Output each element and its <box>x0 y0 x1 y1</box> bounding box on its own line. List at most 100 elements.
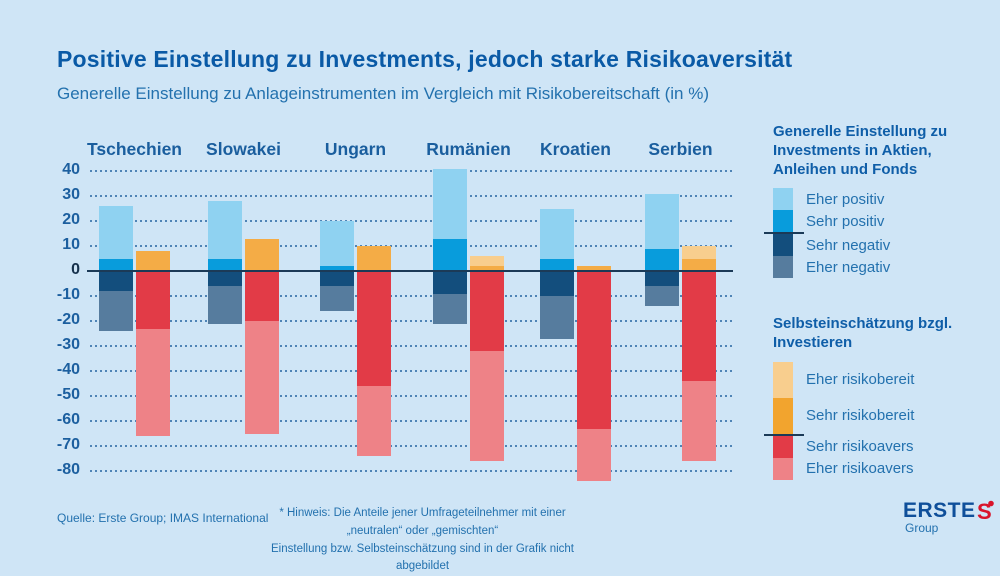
legend-item: Sehr negativ <box>773 234 947 257</box>
gridline <box>90 295 732 297</box>
legend-item-label: Sehr risikoavers <box>806 438 914 455</box>
bar-segment <box>208 201 242 259</box>
bar-segment <box>357 246 391 271</box>
bar-segment <box>208 271 242 286</box>
bar-segment <box>470 256 504 266</box>
chart-title: Positive Einstellung zu Investments, jed… <box>57 46 793 72</box>
bar-segment <box>540 258 574 271</box>
legend-item-label: Sehr negativ <box>806 236 891 254</box>
bar-segment <box>540 271 574 296</box>
legend-item-label: Sehr positiv <box>806 212 885 230</box>
gridline <box>90 320 732 322</box>
legend-item-label: Eher risikobereit <box>806 371 915 388</box>
bar-segment <box>682 246 716 259</box>
bar-segment <box>433 271 467 294</box>
bar-segment <box>320 271 354 286</box>
bar-segment <box>540 208 574 259</box>
legend-risk: Selbsteinschätzung bzgl. Investieren Ehe… <box>764 315 953 480</box>
bar-segment <box>357 386 391 456</box>
footnote-line1: * Hinweis: Die Anteile jener Umfrageteil… <box>279 507 566 537</box>
bar-segment <box>99 206 133 259</box>
y-axis-label: -50 <box>56 386 80 403</box>
bar-segment <box>136 251 170 271</box>
y-axis-label: -70 <box>56 436 80 453</box>
legend-item: Eher risikobereit <box>773 361 952 398</box>
bar-segment <box>245 321 279 434</box>
legend-zero-divider <box>764 433 804 436</box>
country-label: Serbien <box>648 139 713 159</box>
legend-swatch <box>773 397 793 434</box>
legend-items: Eher risikobereit Sehr risikobereit Sehr r… <box>764 361 952 480</box>
infographic: { "title": "Positive Einstellung zu Inve… <box>56 46 994 573</box>
bar-segment <box>99 271 133 291</box>
legend-swatch <box>773 435 793 458</box>
bar-segment <box>99 258 133 271</box>
bar-segment <box>99 291 133 331</box>
legend-item: Sehr positiv <box>773 210 947 233</box>
y-axis-label: 30 <box>62 186 80 203</box>
bar-segment <box>645 248 679 271</box>
legend-swatch <box>773 234 793 257</box>
erste-logo: ERSTE S Group <box>903 499 994 535</box>
bar-chart: 40 30 20 10 0 -10 -20 -30 -40 -50 -60 -70 -80 Tschech… <box>57 139 733 491</box>
legend-title: Generelle Einstellung zu Investments in … <box>773 123 948 178</box>
y-axis-label: 20 <box>62 211 80 228</box>
bar-segment <box>433 293 467 324</box>
legend-swatch <box>773 188 793 211</box>
y-axis-label: -40 <box>56 361 80 378</box>
bar-segment <box>645 271 679 286</box>
legend-zero-divider <box>764 232 804 235</box>
zero-line <box>87 270 733 272</box>
gridline <box>90 445 732 447</box>
y-axis-label: 40 <box>62 161 80 178</box>
gridline <box>90 420 732 422</box>
bar-segment <box>245 271 279 321</box>
y-axis-label: 10 <box>62 236 80 253</box>
gridline <box>90 370 732 372</box>
legend-swatch <box>773 457 793 480</box>
bar-segment <box>208 258 242 271</box>
bar-segment <box>577 428 611 481</box>
legend-item-label: Eher negativ <box>806 258 891 276</box>
y-axis-label: -60 <box>56 411 80 428</box>
y-axis-label: -30 <box>56 336 80 353</box>
legend-swatch <box>773 256 793 279</box>
gridline <box>90 170 732 172</box>
bar-segment <box>320 266 354 271</box>
footnote: * Hinweis: Die Anteile jener Umfrageteil… <box>250 505 595 576</box>
bar-segment <box>433 238 467 271</box>
erste-wordmark: ERSTE <box>903 499 976 522</box>
bar-segment <box>245 238 279 271</box>
y-axis-label: -80 <box>56 461 80 478</box>
bar-segment <box>433 168 467 239</box>
bar-segment <box>577 266 611 271</box>
gridline <box>90 220 732 222</box>
gridline <box>90 395 732 397</box>
bar-segment <box>577 271 611 429</box>
source-note: Quelle: Erste Group; IMAS International <box>57 511 269 525</box>
footnote-line2: Einstellung bzw. Selbsteinschätzung sind… <box>271 542 574 573</box>
gridline <box>90 195 732 197</box>
legend-title: Selbsteinschätzung bzgl. Investieren <box>773 315 953 351</box>
svg-text:S: S <box>977 499 992 523</box>
gridline <box>90 345 732 347</box>
y-axis-label: -10 <box>56 286 80 303</box>
country-label: Slowakei <box>206 139 281 159</box>
legend-swatch <box>773 361 793 398</box>
country-label: Kroatien <box>540 139 611 159</box>
legend-item-label: Eher risikoavers <box>806 460 914 477</box>
country-label: Ungarn <box>324 139 387 159</box>
legend-items: Eher positiv Sehr positiv Sehr negativ Eher… <box>764 188 947 279</box>
bar-segment <box>682 271 716 381</box>
legend-item: Eher negativ <box>773 256 947 279</box>
y-axis-label: -20 <box>56 311 80 328</box>
bar-segment <box>645 193 679 249</box>
bar-segment <box>357 271 391 386</box>
bar-segment <box>136 328 170 436</box>
legend-item: Sehr risikobereit <box>773 397 952 434</box>
legend-item-label: Eher positiv <box>806 190 885 208</box>
bar-segment <box>470 351 504 461</box>
gridline <box>90 245 732 247</box>
legend-swatch <box>773 210 793 233</box>
bar-segment <box>682 258 716 271</box>
